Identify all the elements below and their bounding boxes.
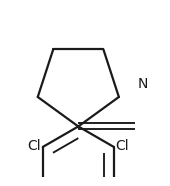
Text: Cl: Cl: [28, 139, 41, 153]
Text: N: N: [138, 77, 148, 91]
Text: Cl: Cl: [115, 139, 129, 153]
